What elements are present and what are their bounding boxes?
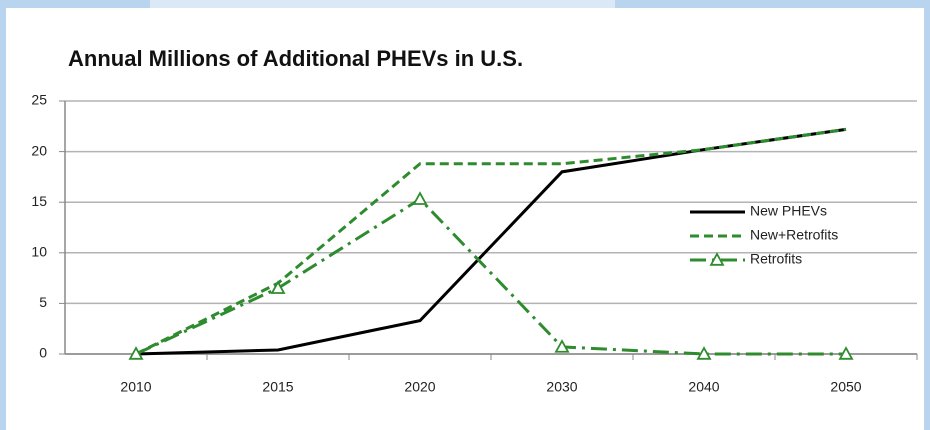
x-tick-label: 2050 xyxy=(830,379,861,395)
x-tick-label: 2010 xyxy=(120,379,151,395)
legend-label: New PHEVs xyxy=(750,203,827,219)
y-tick-label: 10 xyxy=(31,244,47,260)
point-marker xyxy=(838,346,854,360)
x-tick-label: 2040 xyxy=(688,379,719,395)
point-marker xyxy=(412,191,428,205)
legend-label: Retrofits xyxy=(750,251,802,267)
x-tick-label: 2020 xyxy=(404,379,435,395)
point-marker xyxy=(128,346,144,360)
series-line xyxy=(135,197,846,356)
y-tick-label: 15 xyxy=(31,193,47,209)
x-tick-label: 2015 xyxy=(262,379,293,395)
panel xyxy=(6,8,924,430)
x-tick-label: 2030 xyxy=(546,379,577,395)
point-marker xyxy=(696,346,712,360)
point-marker xyxy=(270,280,286,294)
y-tick-label: 20 xyxy=(31,142,47,158)
legend-marker xyxy=(709,252,725,266)
legend-label: New+Retrofits xyxy=(750,227,838,243)
window-bar xyxy=(150,0,615,8)
series-line xyxy=(135,127,847,356)
point-marker xyxy=(554,339,570,353)
chart-title: Annual Millions of Additional PHEVs in U… xyxy=(68,46,523,71)
y-tick-label: 0 xyxy=(39,345,47,361)
y-tick-label: 5 xyxy=(39,294,47,310)
series-line xyxy=(135,127,847,356)
y-tick-label: 25 xyxy=(31,92,47,108)
